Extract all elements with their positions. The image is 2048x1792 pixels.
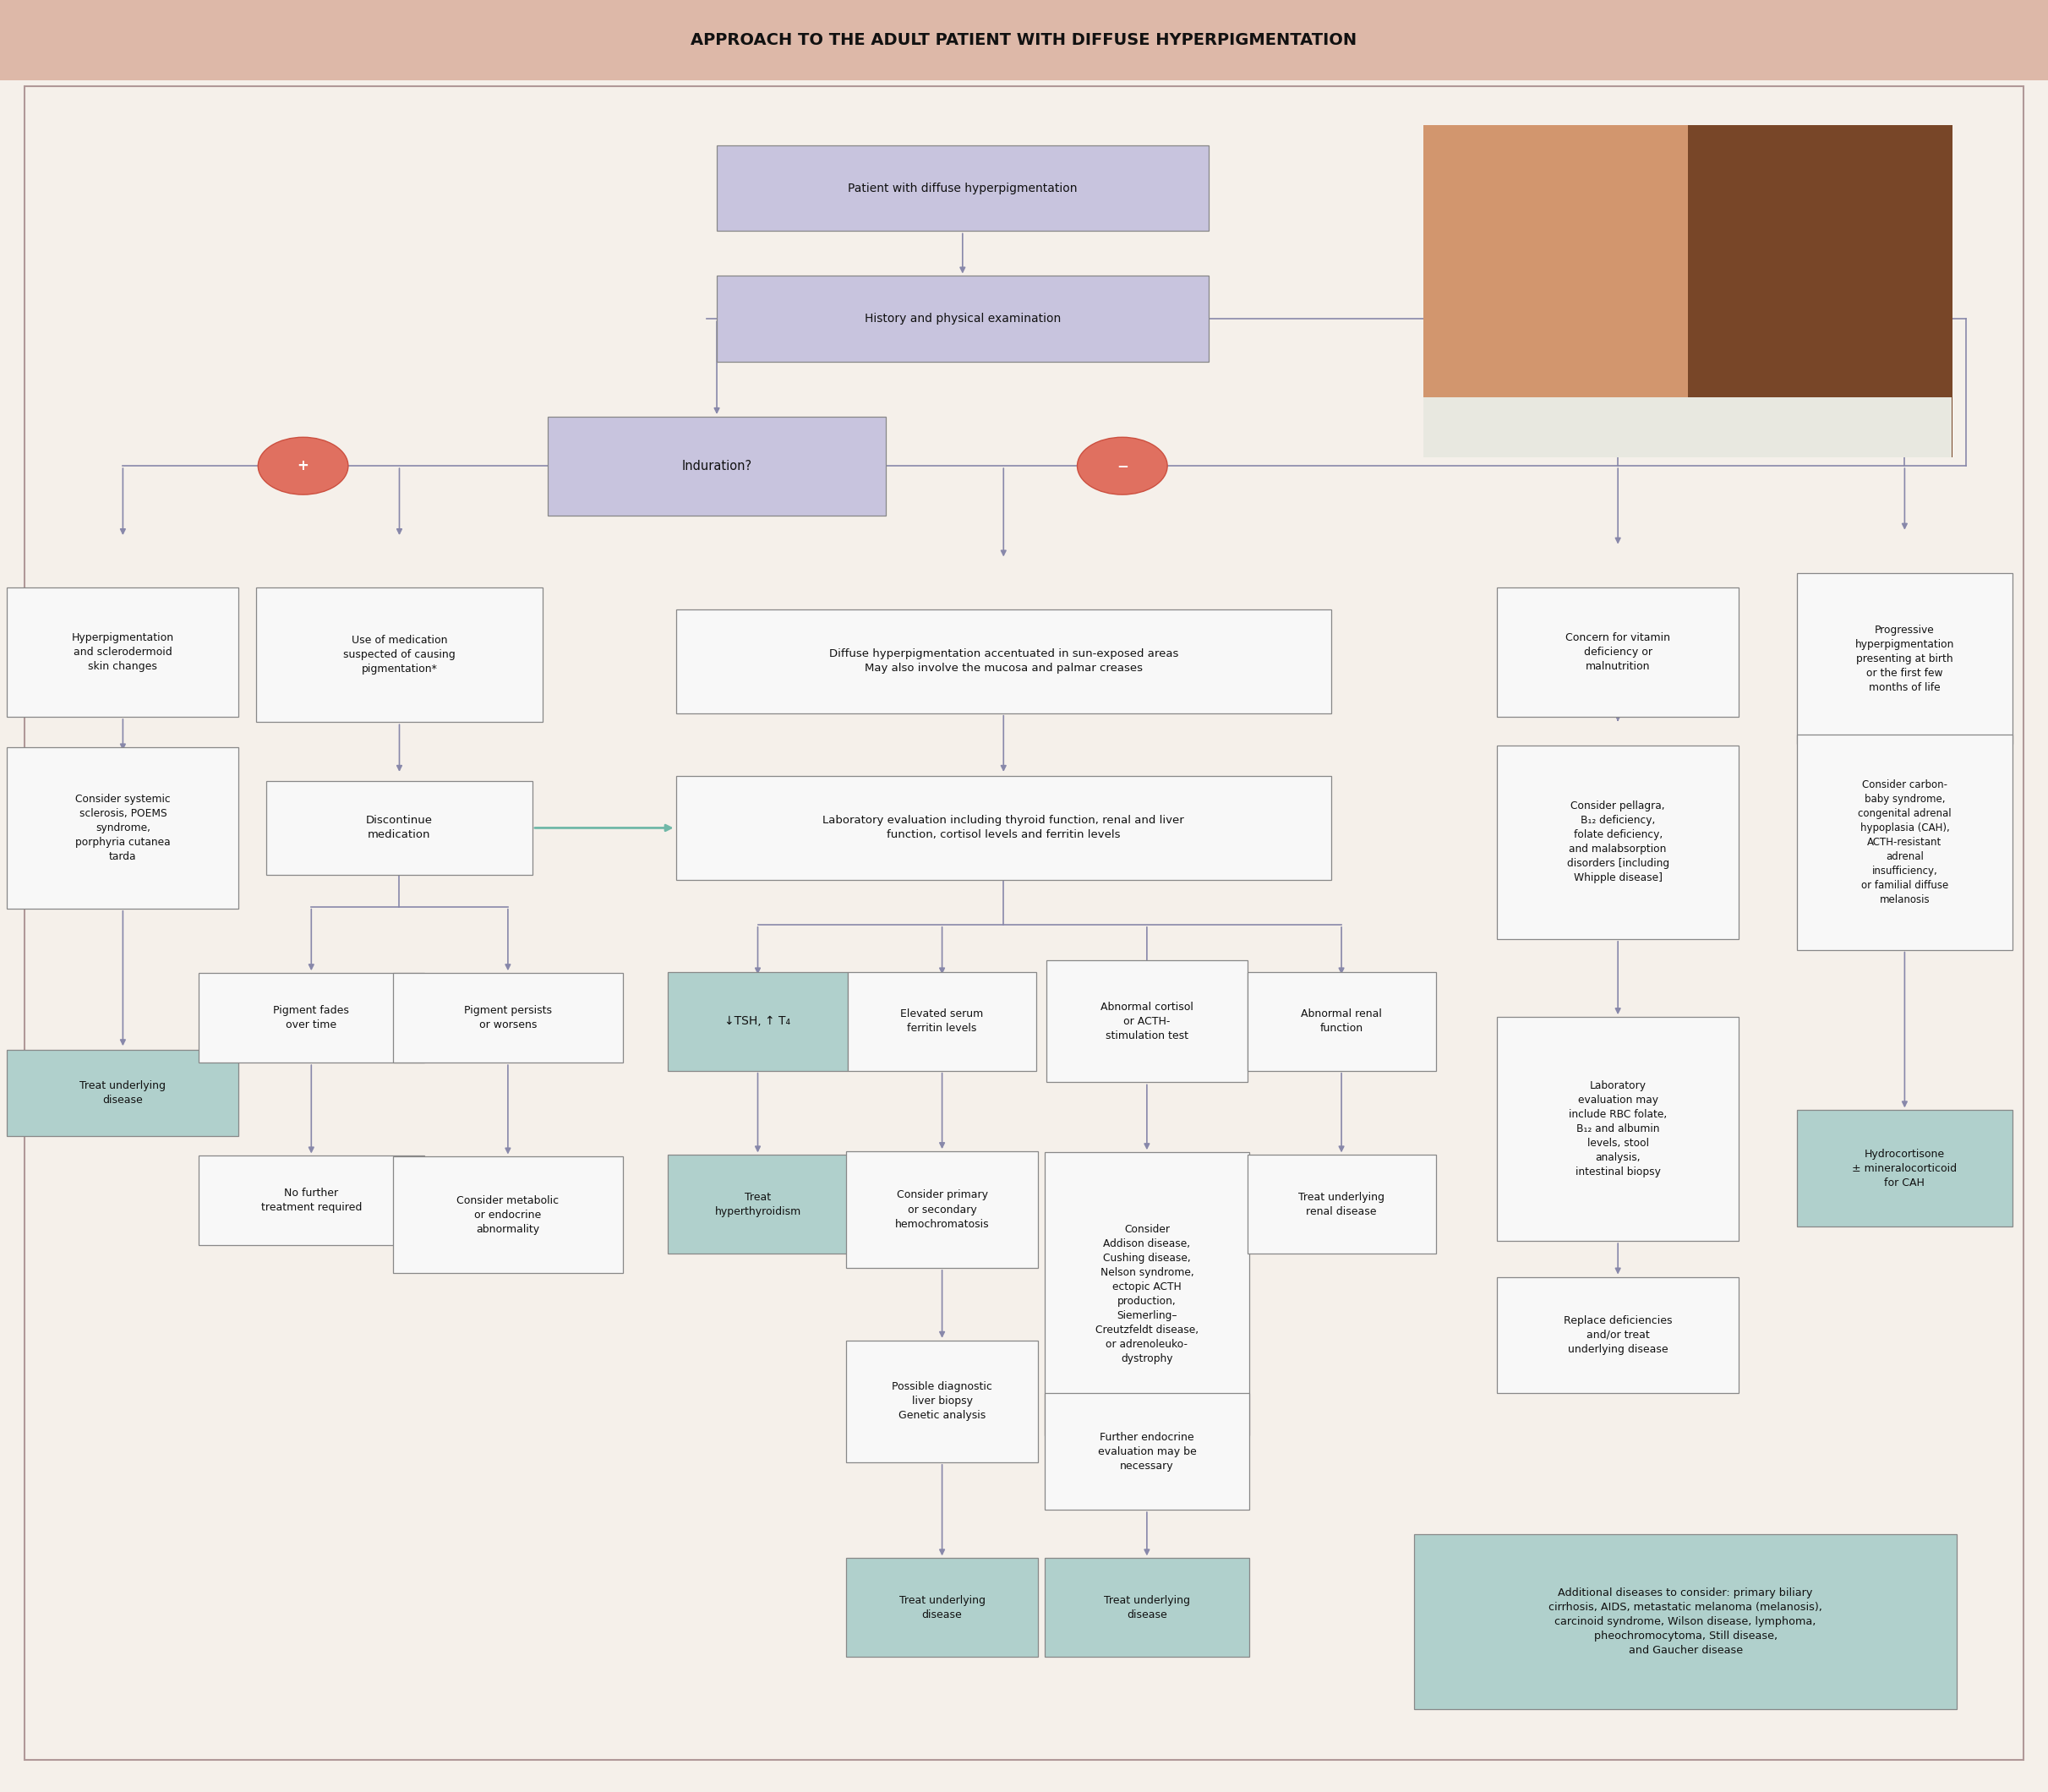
Text: Discontinue
medication: Discontinue medication: [367, 815, 432, 840]
Text: Use of medication
suspected of causing
pigmentation*: Use of medication suspected of causing p…: [344, 634, 455, 676]
FancyBboxPatch shape: [1798, 1109, 2013, 1226]
FancyBboxPatch shape: [676, 609, 1331, 713]
Text: Elevated serum
ferritin levels: Elevated serum ferritin levels: [901, 1009, 983, 1034]
Text: Concern for vitamin
deficiency or
malnutrition: Concern for vitamin deficiency or malnut…: [1565, 633, 1671, 672]
Bar: [0, 0, 2048, 81]
FancyBboxPatch shape: [846, 1340, 1038, 1462]
Text: Pigment fades
over time: Pigment fades over time: [272, 1005, 350, 1030]
FancyBboxPatch shape: [1047, 961, 1247, 1082]
FancyBboxPatch shape: [1247, 971, 1436, 1072]
Ellipse shape: [258, 437, 348, 495]
FancyBboxPatch shape: [846, 1557, 1038, 1656]
Text: Treat underlying
disease: Treat underlying disease: [1104, 1595, 1190, 1620]
Text: APPROACH TO THE ADULT PATIENT WITH DIFFUSE HYPERPIGMENTATION: APPROACH TO THE ADULT PATIENT WITH DIFFU…: [690, 32, 1358, 48]
Text: Consider pellagra,
B₁₂ deficiency,
folate deficiency,
and malabsorption
disorder: Consider pellagra, B₁₂ deficiency, folat…: [1567, 801, 1669, 883]
FancyBboxPatch shape: [6, 588, 238, 717]
Text: Treat underlying
renal disease: Treat underlying renal disease: [1298, 1192, 1384, 1217]
FancyBboxPatch shape: [1497, 1018, 1739, 1240]
FancyBboxPatch shape: [1497, 745, 1739, 939]
FancyBboxPatch shape: [199, 973, 424, 1063]
FancyBboxPatch shape: [846, 1152, 1038, 1269]
Text: −: −: [1116, 459, 1128, 473]
Text: Treat underlying
disease: Treat underlying disease: [80, 1081, 166, 1106]
Text: Possible diagnostic
liver biopsy
Genetic analysis: Possible diagnostic liver biopsy Genetic…: [891, 1382, 993, 1421]
Text: No further
treatment required: No further treatment required: [260, 1188, 362, 1213]
Text: ↓TSH, ↑ T₄: ↓TSH, ↑ T₄: [725, 1016, 791, 1027]
Text: Treat underlying
disease: Treat underlying disease: [899, 1595, 985, 1620]
FancyBboxPatch shape: [1247, 1156, 1436, 1254]
Text: Further endocrine
evaluation may be
necessary: Further endocrine evaluation may be nece…: [1098, 1432, 1196, 1471]
FancyBboxPatch shape: [848, 971, 1036, 1072]
Text: Replace deficiencies
and/or treat
underlying disease: Replace deficiencies and/or treat underl…: [1563, 1315, 1673, 1355]
Text: Consider systemic
sclerosis, POEMS
syndrome,
porphyria cutanea
tarda: Consider systemic sclerosis, POEMS syndr…: [76, 794, 170, 862]
FancyBboxPatch shape: [1044, 1557, 1249, 1656]
Text: Progressive
hyperpigmentation
presenting at birth
or the first few
months of lif: Progressive hyperpigmentation presenting…: [1855, 624, 1954, 694]
Ellipse shape: [1077, 437, 1167, 495]
Bar: [1423, 398, 1952, 457]
FancyBboxPatch shape: [717, 145, 1208, 231]
Text: Induration?: Induration?: [682, 459, 752, 473]
FancyBboxPatch shape: [547, 416, 887, 516]
FancyBboxPatch shape: [393, 1158, 623, 1272]
FancyBboxPatch shape: [717, 276, 1208, 362]
Text: Additional diseases to consider: primary biliary
cirrhosis, AIDS, metastatic mel: Additional diseases to consider: primary…: [1548, 1588, 1823, 1656]
FancyBboxPatch shape: [6, 747, 238, 909]
FancyBboxPatch shape: [6, 1050, 238, 1136]
FancyBboxPatch shape: [1497, 1276, 1739, 1394]
FancyBboxPatch shape: [676, 776, 1331, 880]
Text: Pigment persists
or worsens: Pigment persists or worsens: [465, 1005, 551, 1030]
Text: History and physical examination: History and physical examination: [864, 314, 1061, 324]
Text: Consider primary
or secondary
hemochromatosis: Consider primary or secondary hemochroma…: [895, 1190, 989, 1229]
FancyBboxPatch shape: [668, 971, 848, 1072]
Text: Laboratory
evaluation may
include RBC folate,
B₁₂ and albumin
levels, stool
anal: Laboratory evaluation may include RBC fo…: [1569, 1081, 1667, 1177]
FancyBboxPatch shape: [1798, 735, 2013, 950]
Text: Abnormal cortisol
or ACTH-
stimulation test: Abnormal cortisol or ACTH- stimulation t…: [1100, 1002, 1194, 1041]
Text: Consider metabolic
or endocrine
abnormality: Consider metabolic or endocrine abnormal…: [457, 1195, 559, 1235]
Text: Abnormal renal
function: Abnormal renal function: [1300, 1009, 1382, 1034]
Text: Diffuse hyperpigmentation accentuated in sun-exposed areas
May also involve the : Diffuse hyperpigmentation accentuated in…: [829, 649, 1178, 674]
FancyBboxPatch shape: [1798, 573, 2013, 744]
Text: Hydrocortisone
± mineralocorticoid
for CAH: Hydrocortisone ± mineralocorticoid for C…: [1851, 1149, 1958, 1188]
FancyBboxPatch shape: [266, 781, 532, 874]
FancyBboxPatch shape: [1413, 1534, 1956, 1710]
FancyBboxPatch shape: [393, 973, 623, 1063]
FancyBboxPatch shape: [1044, 1152, 1249, 1435]
Text: Laboratory evaluation including thyroid function, renal and liver
function, cort: Laboratory evaluation including thyroid …: [823, 815, 1184, 840]
FancyBboxPatch shape: [256, 588, 543, 722]
FancyBboxPatch shape: [1497, 588, 1739, 717]
Text: Hyperpigmentation
and sclerodermoid
skin changes: Hyperpigmentation and sclerodermoid skin…: [72, 633, 174, 672]
FancyBboxPatch shape: [199, 1156, 424, 1245]
Text: Consider carbon-
baby syndrome,
congenital adrenal
hypoplasia (CAH),
ACTH-resist: Consider carbon- baby syndrome, congenit…: [1858, 780, 1952, 905]
FancyBboxPatch shape: [668, 1156, 848, 1254]
Text: +: +: [297, 459, 309, 473]
Text: Treat
hyperthyroidism: Treat hyperthyroidism: [715, 1192, 801, 1217]
Text: Consider
Addison disease,
Cushing disease,
Nelson syndrome,
ectopic ACTH
product: Consider Addison disease, Cushing diseas…: [1096, 1224, 1198, 1364]
Text: Patient with diffuse hyperpigmentation: Patient with diffuse hyperpigmentation: [848, 183, 1077, 194]
FancyBboxPatch shape: [1044, 1394, 1249, 1509]
